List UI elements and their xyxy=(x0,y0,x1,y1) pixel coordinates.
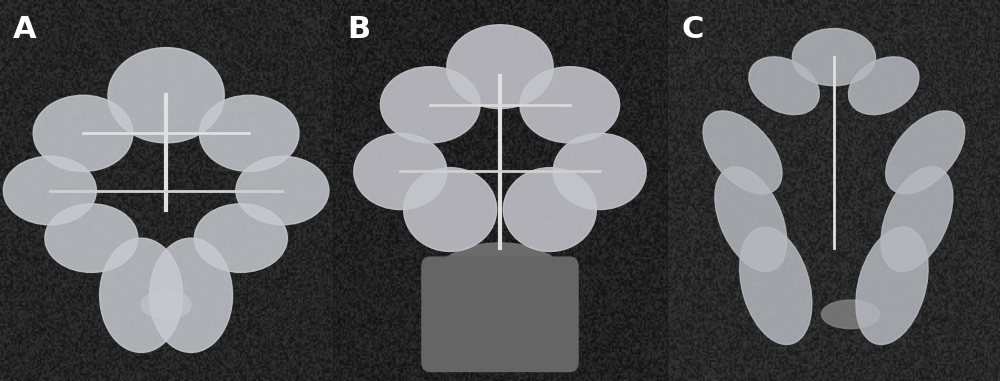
Ellipse shape xyxy=(749,57,819,115)
Ellipse shape xyxy=(740,227,812,344)
FancyBboxPatch shape xyxy=(422,257,578,371)
Ellipse shape xyxy=(447,25,553,109)
Ellipse shape xyxy=(703,111,782,194)
Text: B: B xyxy=(347,15,370,44)
Ellipse shape xyxy=(141,290,191,319)
Ellipse shape xyxy=(108,48,224,143)
Ellipse shape xyxy=(792,29,875,86)
Ellipse shape xyxy=(429,243,571,328)
Ellipse shape xyxy=(199,95,299,171)
Ellipse shape xyxy=(553,133,646,210)
Ellipse shape xyxy=(821,300,880,328)
Ellipse shape xyxy=(236,156,329,225)
Ellipse shape xyxy=(886,111,965,194)
Ellipse shape xyxy=(520,67,620,143)
Ellipse shape xyxy=(848,57,919,115)
Ellipse shape xyxy=(881,167,953,271)
Ellipse shape xyxy=(856,227,928,344)
Ellipse shape xyxy=(150,238,233,352)
Text: C: C xyxy=(681,15,703,44)
Ellipse shape xyxy=(380,67,480,143)
Ellipse shape xyxy=(45,204,138,272)
Ellipse shape xyxy=(194,204,287,272)
Ellipse shape xyxy=(354,133,447,210)
Ellipse shape xyxy=(100,238,183,352)
Ellipse shape xyxy=(33,95,133,171)
Ellipse shape xyxy=(3,156,96,225)
Ellipse shape xyxy=(715,167,787,271)
Text: A: A xyxy=(13,15,37,44)
Ellipse shape xyxy=(503,168,596,251)
Ellipse shape xyxy=(404,168,497,251)
